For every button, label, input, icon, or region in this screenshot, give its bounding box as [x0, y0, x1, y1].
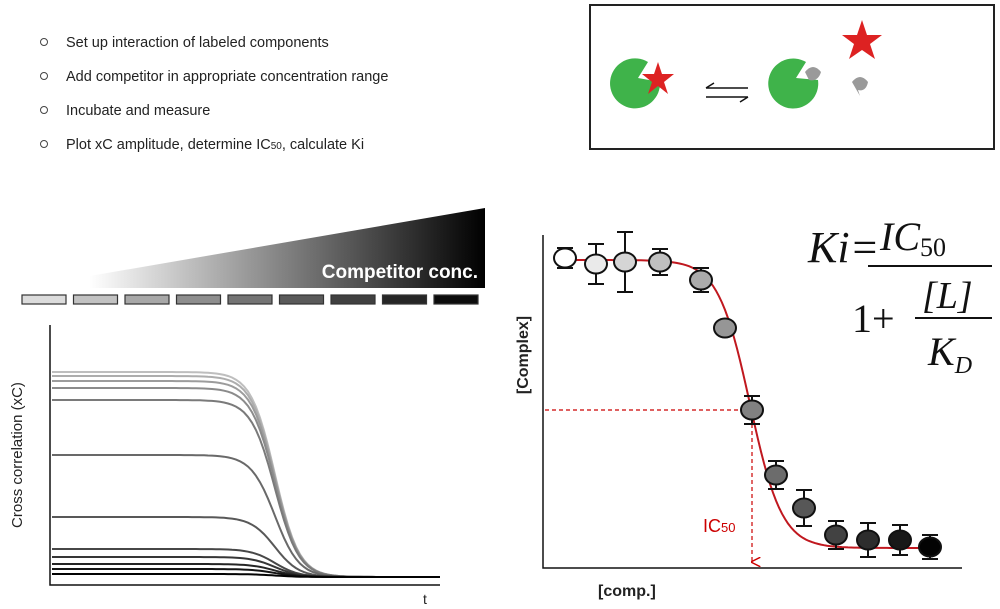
data-point	[740, 399, 764, 421]
step-box	[72, 294, 119, 305]
bullet	[40, 140, 48, 148]
data-point	[888, 529, 912, 551]
data-point	[856, 529, 880, 551]
step-sub: 50	[271, 141, 283, 152]
step: Plot xC amplitude, determine IC50, calcu…	[66, 137, 364, 153]
ic50-sub: 50	[721, 520, 735, 535]
trace	[52, 380, 440, 578]
data-point	[648, 251, 672, 273]
step-box	[227, 294, 273, 305]
bullet	[40, 38, 48, 46]
right-plot: [Complex] [comp.] IC50	[515, 231, 962, 600]
arrow	[705, 82, 748, 89]
competitor	[852, 77, 868, 96]
den-text: K	[927, 329, 957, 374]
num-sub: 50	[920, 233, 946, 262]
step-text: Plot xC amplitude, determine IC	[66, 137, 271, 153]
arrow	[706, 96, 749, 103]
step-box	[21, 294, 67, 305]
ligand	[842, 20, 882, 59]
formula-lhs: Ki=	[807, 223, 879, 272]
ic50-label: IC50	[703, 516, 735, 536]
step: Incubate and measure	[66, 103, 210, 119]
data-point	[824, 524, 848, 546]
data-point	[918, 536, 942, 558]
data-point	[713, 317, 737, 339]
den-sub: D	[954, 353, 972, 379]
trace	[52, 573, 440, 578]
step-box	[278, 294, 325, 305]
step-box	[381, 294, 428, 305]
y-axis-label: Cross correlation (xC)	[9, 382, 26, 528]
step: Add competitor in appropriate concentrat…	[66, 69, 388, 85]
step-box	[433, 294, 479, 305]
competitor	[805, 67, 821, 81]
formula-den-prefix: 1+	[852, 296, 895, 341]
trace	[52, 375, 440, 578]
axes	[49, 325, 440, 586]
concentration-wedge	[20, 208, 485, 288]
receptor	[610, 58, 661, 109]
x-axis-label: t	[423, 591, 427, 607]
data-point	[553, 247, 577, 269]
data-point	[584, 253, 608, 275]
formula: Ki= IC50 1+ [L] KD	[807, 214, 992, 379]
y-axis-label: [Complex]	[515, 316, 532, 394]
data-point	[689, 269, 713, 291]
left-plot: Cross correlation (xC) t	[9, 325, 440, 607]
data-point	[764, 464, 788, 486]
receptor	[768, 58, 819, 109]
ic50-guide	[545, 409, 752, 562]
num-text: IC	[879, 214, 921, 259]
bullet	[40, 106, 48, 114]
formula-inner-num: [L]	[922, 275, 973, 317]
axes	[542, 235, 962, 569]
wedge-label: Competitor conc.	[322, 262, 478, 283]
ic50-text: IC	[703, 516, 721, 536]
bullet	[40, 72, 48, 80]
data-point	[613, 251, 637, 273]
step-box	[175, 294, 222, 305]
formula-num: IC50	[879, 214, 946, 262]
x-axis-label: [comp.]	[598, 583, 656, 600]
formula-inner-den: KD	[927, 329, 972, 379]
steps: Set up interaction of labeled components…	[40, 35, 388, 153]
step-box	[330, 294, 376, 305]
data-point	[792, 497, 816, 519]
step-tail: , calculate Ki	[282, 137, 364, 153]
concentration-steps	[21, 294, 479, 305]
ligand	[642, 62, 674, 94]
step: Set up interaction of labeled components	[66, 35, 329, 51]
step-box	[124, 294, 170, 305]
scheme	[589, 4, 995, 150]
